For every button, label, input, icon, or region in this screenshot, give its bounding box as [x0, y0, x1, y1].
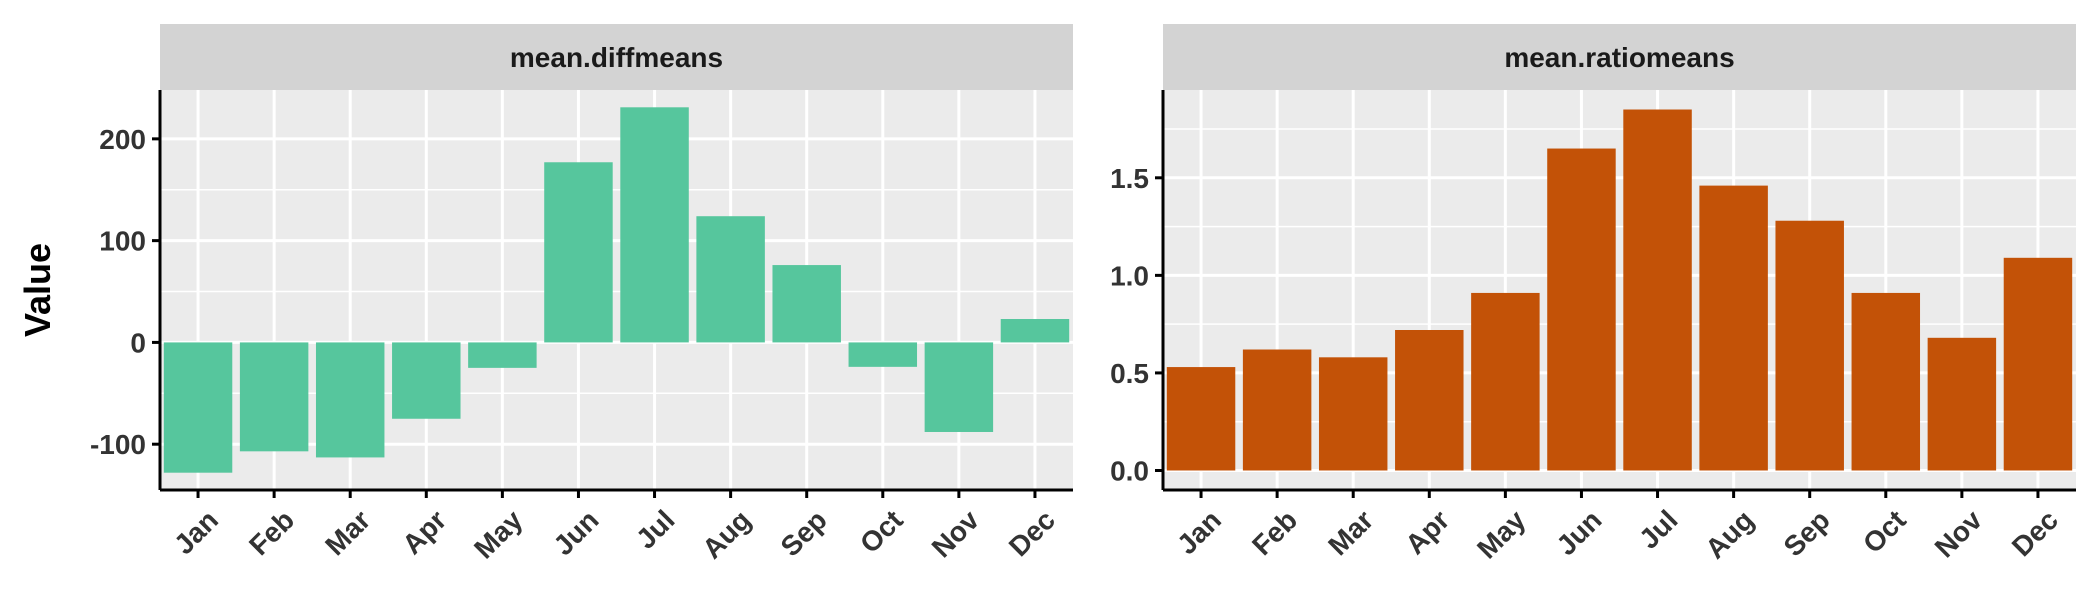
x-tick-label: Jun [547, 504, 604, 561]
x-tick-label: Nov [1929, 504, 1989, 564]
panel-2: mean.ratiomeans 0.0 0.5 1.0 1.5 Jan Feb Mar Apr M… [1110, 24, 2076, 565]
x-tick-label: Jun [1550, 504, 1607, 561]
bar-mar [315, 342, 385, 458]
y-tick-label: 1.5 [1110, 163, 1149, 194]
x-tick-label: Apr [1399, 504, 1455, 560]
x-tick-label: Jul [1633, 504, 1684, 555]
bar-oct [1851, 292, 1921, 471]
x-tick-label: Nov [926, 504, 986, 564]
bar-aug [1699, 185, 1768, 471]
bar-jan [1166, 367, 1236, 471]
x-tick-label: Dec [2006, 504, 2064, 562]
facet-title: mean.diffmeans [510, 42, 723, 73]
bar-sep [1775, 220, 1844, 471]
bar-feb [1242, 349, 1312, 471]
y-tick-label: 200 [99, 124, 146, 155]
x-tick-label: Aug [696, 504, 756, 564]
bar-aug [696, 216, 765, 343]
bar-may [1471, 292, 1540, 471]
facet-strip [1163, 24, 2076, 90]
x-tick-label: Dec [1003, 504, 1061, 562]
y-tick-label: 0.5 [1110, 358, 1149, 389]
x-tick-label: Jan [168, 504, 224, 560]
y-tick-label: -100 [90, 429, 146, 460]
y-tick-label: 100 [99, 226, 146, 257]
x-tick-label: Oct [854, 504, 909, 559]
bar-jun [1547, 148, 1616, 471]
bar-jan [163, 342, 233, 473]
x-tick-label: Mar [1322, 504, 1379, 561]
bar-dec [2003, 257, 2073, 471]
panel-background [1163, 90, 2076, 490]
x-tick-label: Apr [396, 504, 452, 560]
x-tick-label: Feb [1246, 504, 1303, 561]
bar-jun [544, 162, 613, 343]
panel-background [160, 90, 1073, 490]
y-tick-label: 1.0 [1110, 260, 1149, 291]
x-tick-label: May [1471, 504, 1532, 565]
bar-jul [1623, 109, 1692, 471]
bar-nov [1927, 337, 1997, 471]
bar-feb [239, 342, 309, 452]
y-axis-title: Value [17, 243, 58, 337]
x-tick-label: Sep [775, 504, 833, 562]
x-tick-label: Feb [243, 504, 300, 561]
bar-sep [772, 265, 841, 343]
x-tick-label: Jul [630, 504, 681, 555]
y-tick-label: 0.0 [1110, 455, 1149, 486]
x-tick-label: May [468, 504, 529, 565]
x-tick-label: Mar [319, 504, 376, 561]
x-tick-label: Oct [1857, 504, 1912, 559]
x-tick-label: Aug [1699, 504, 1759, 564]
facet-strip [160, 24, 1073, 90]
x-tick-label: Jan [1171, 504, 1227, 560]
bar-dec [1000, 319, 1070, 343]
y-tick-label: 0 [130, 327, 146, 358]
bar-apr [1395, 330, 1464, 471]
x-tick-label: Sep [1778, 504, 1836, 562]
facet-title: mean.ratiomeans [1504, 42, 1734, 73]
bar-may [468, 342, 537, 368]
panel-1: mean.diffmeans -100 0 100 200 Jan Feb Mar Apr May… [90, 24, 1073, 565]
bar-mar [1318, 357, 1388, 471]
bar-oct [848, 342, 918, 367]
bar-jul [620, 107, 689, 343]
bar-apr [392, 342, 461, 419]
bar-nov [924, 342, 994, 432]
